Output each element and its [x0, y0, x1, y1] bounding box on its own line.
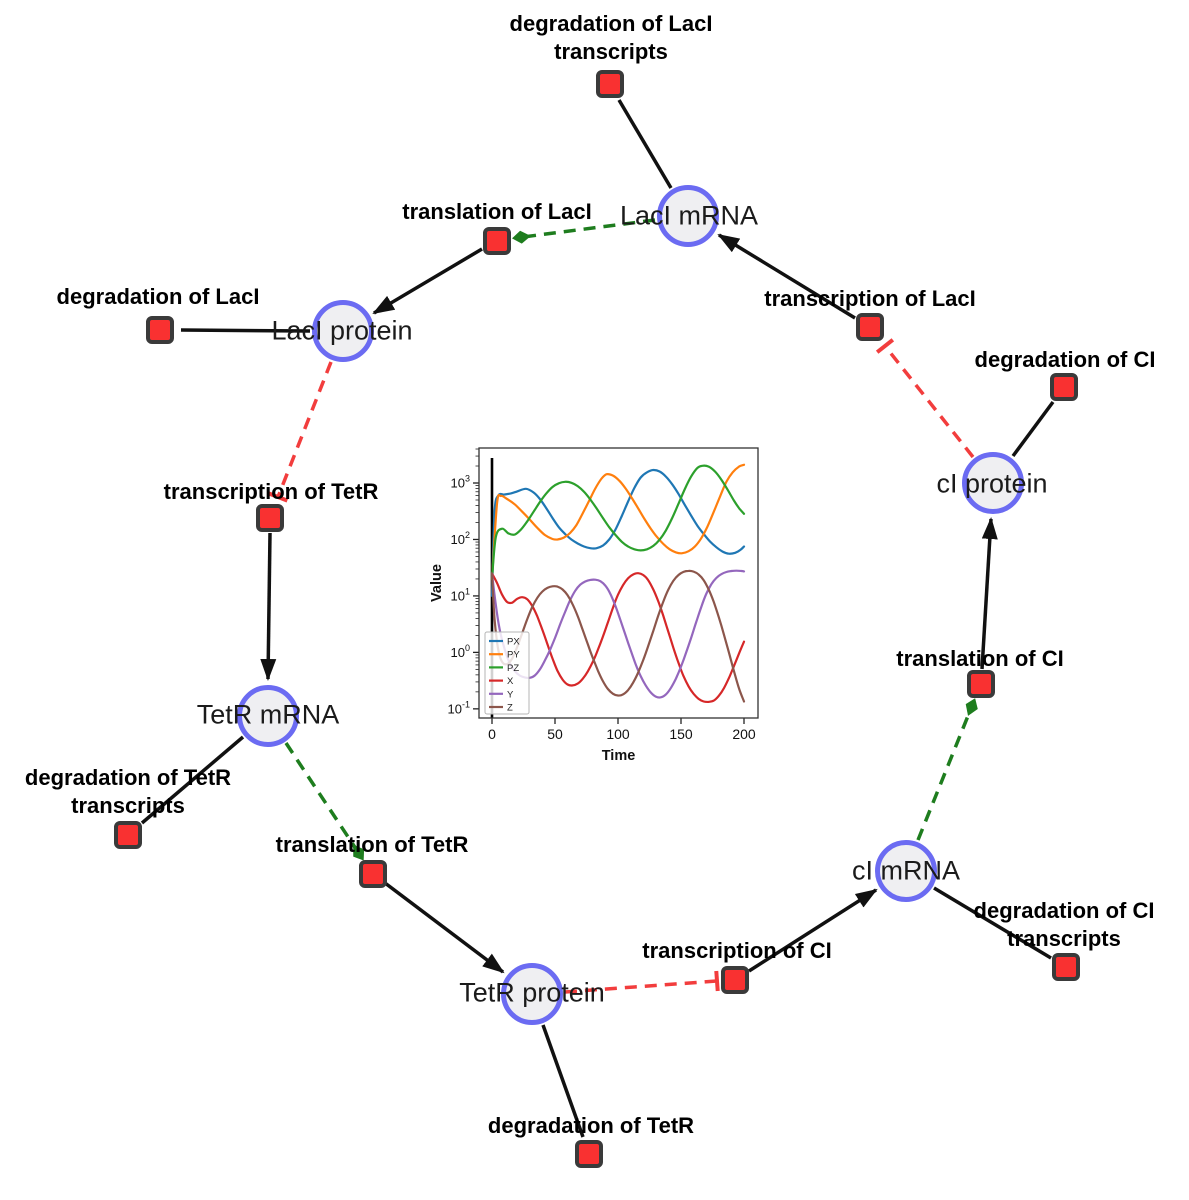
species-node-laci-protein[interactable]: [312, 300, 374, 362]
reaction-node-degradation-of-tetr-transcripts[interactable]: [114, 821, 142, 849]
species-label-ci-protein: cI protein: [936, 468, 1048, 499]
reaction-label-translation-of-ci: translation of CI: [896, 646, 1064, 671]
edge-laci-protein-inhibits-transcription-of-tetr[interactable]: [267, 361, 333, 503]
species-node-tetr-protein[interactable]: [501, 963, 563, 1025]
edge-ci-mrna-to-degradation-of-ci-transcripts[interactable]: [933, 886, 1052, 960]
reaction-label-degradation-of-tetr: degradation of TetR: [487, 1113, 695, 1138]
reaction-node-translation-of-ci[interactable]: [967, 670, 995, 698]
reaction-label-transcription-of-ci: transcription of CI: [642, 938, 832, 963]
reaction-node-degradation-of-laci-transcripts[interactable]: [596, 70, 624, 98]
edge-laci-protein-to-degradation-of-laci[interactable]: [180, 328, 311, 333]
species-label-laci-protein: LacI protein: [271, 315, 413, 346]
svg-text:X: X: [507, 676, 514, 687]
edge-ci-mrna-to-translation-of-ci[interactable]: [916, 698, 978, 841]
reaction-node-transcription-of-laci[interactable]: [856, 313, 884, 341]
species-node-laci-mrna[interactable]: [657, 185, 719, 247]
reaction-node-transcription-of-ci[interactable]: [721, 966, 749, 994]
svg-text:200: 200: [732, 726, 756, 742]
edge-laci-mrna-to-degradation-of-laci-transcripts[interactable]: [617, 99, 673, 189]
edge-tetr-protein-to-degradation-of-tetr[interactable]: [541, 1024, 585, 1138]
svg-text:10-1: 10-1: [448, 699, 470, 716]
edge-ci-protein-inhibits-transcription-of-laci[interactable]: [875, 338, 975, 459]
svg-text:PX: PX: [507, 637, 520, 648]
species-node-ci-mrna[interactable]: [875, 840, 937, 902]
simulation-inset-chart: 10-1 100 101 102 103 0 50 100 150 200 PX PY PZ XYZ Tim…: [430, 447, 759, 764]
edge-tetr-mrna-to-degradation-of-tetr-transcripts[interactable]: [140, 735, 245, 825]
svg-text:Z: Z: [507, 703, 513, 714]
edge-tetr-protein-inhibits-transcription-of-ci[interactable]: [564, 970, 720, 994]
reaction-node-transcription-of-tetr[interactable]: [256, 504, 284, 532]
reaction-node-degradation-of-laci[interactable]: [146, 316, 174, 344]
edge-ci-protein-to-degradation-of-ci[interactable]: [1011, 400, 1055, 458]
edge-translation-of-ci-to-ci-protein[interactable]: [980, 517, 998, 670]
species-label-ci-mrna: cI mRNA: [852, 855, 960, 886]
svg-text:100: 100: [606, 726, 630, 742]
species-node-tetr-mrna[interactable]: [237, 685, 299, 747]
reaction-label-degradation-of-ci: degradation of CI: [974, 347, 1156, 372]
reaction-label-transcription-of-laci: transcription of LacI: [764, 286, 976, 311]
species-label-laci-mrna: LacI mRNA: [619, 200, 759, 231]
svg-text:103: 103: [451, 474, 470, 491]
edge-translation-of-laci-to-laci-protein[interactable]: [372, 247, 483, 315]
svg-text:PY: PY: [507, 650, 520, 661]
svg-text:50: 50: [547, 726, 563, 742]
svg-text:Y: Y: [507, 689, 514, 700]
svg-text:Value: Value: [430, 564, 445, 602]
reaction-label-transcription-of-tetr: transcription of TetR: [163, 479, 379, 504]
reaction-label-translation-of-tetr: translation of TetR: [275, 832, 469, 857]
edge-tetr-mrna-to-translation-of-tetr[interactable]: [284, 742, 365, 861]
edge-transcription-of-ci-to-ci-mrna[interactable]: [748, 888, 878, 973]
species-label-tetr-protein: TetR protein: [459, 977, 605, 1008]
svg-text:102: 102: [451, 530, 470, 547]
reaction-node-translation-of-tetr[interactable]: [359, 860, 387, 888]
edge-translation-of-tetr-to-tetr-protein[interactable]: [383, 881, 505, 974]
svg-text:Time: Time: [602, 748, 636, 764]
svg-text:PZ: PZ: [507, 663, 519, 674]
reaction-node-degradation-of-tetr[interactable]: [575, 1140, 603, 1168]
species-label-tetr-mrna: TetR mRNA: [196, 699, 340, 730]
svg-text:100: 100: [451, 643, 470, 660]
reaction-node-degradation-of-ci[interactable]: [1050, 373, 1078, 401]
svg-text:0: 0: [488, 726, 496, 742]
reaction-label-degradation-of-laci-transcripts: degradation of LacI transcripts: [509, 11, 713, 64]
svg-text:101: 101: [451, 586, 470, 603]
reaction-label-degradation-of-tetr-transcripts: degradation of TetR transcripts: [24, 765, 232, 818]
reaction-label-degradation-of-ci-transcripts: degradation of CI transcripts: [973, 898, 1155, 951]
reaction-label-degradation-of-laci: degradation of LacI: [56, 284, 260, 309]
edge-laci-mrna-to-translation-of-laci[interactable]: [512, 218, 656, 244]
reaction-node-translation-of-laci[interactable]: [483, 227, 511, 255]
species-node-ci-protein[interactable]: [962, 452, 1024, 514]
reaction-label-translation-of-laci: translation of LacI: [402, 199, 592, 224]
reaction-node-degradation-of-ci-transcripts[interactable]: [1052, 953, 1080, 981]
svg-text:150: 150: [669, 726, 693, 742]
edge-transcription-of-laci-to-laci-mrna[interactable]: [717, 233, 856, 320]
edge-transcription-of-tetr-to-tetr-mrna[interactable]: [260, 532, 277, 681]
